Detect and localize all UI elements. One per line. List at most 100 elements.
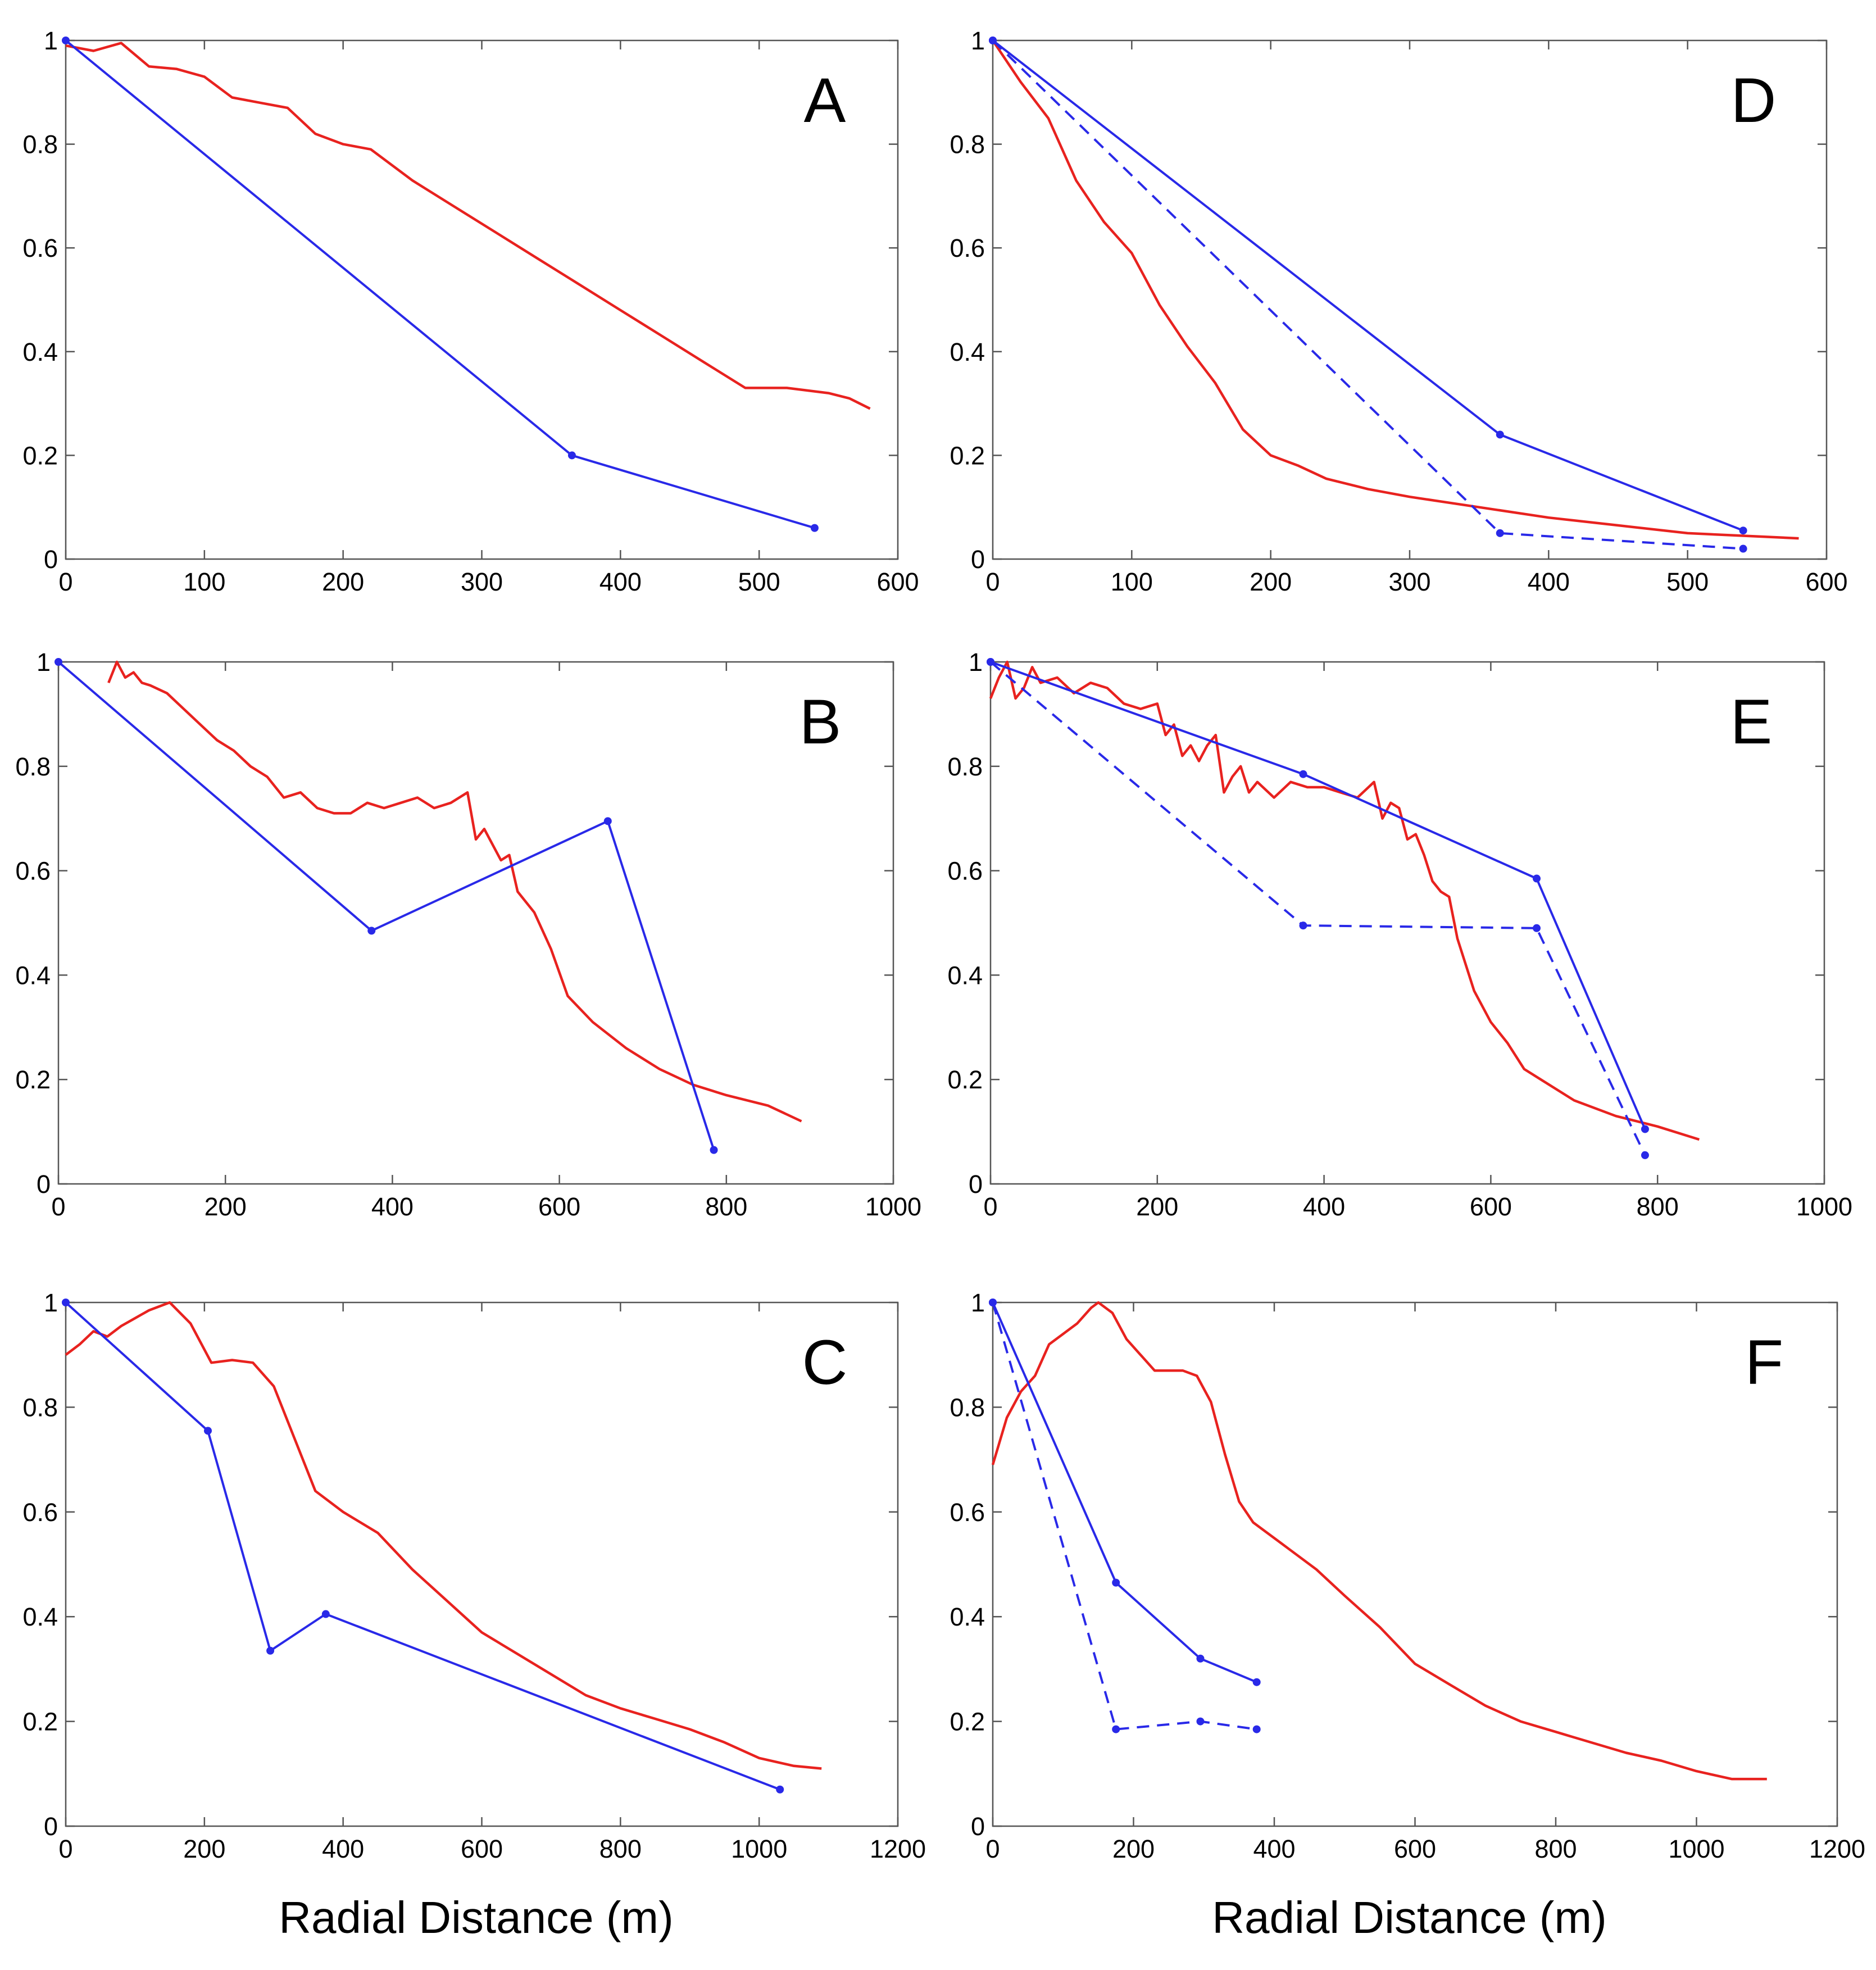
blue-solid-marker	[54, 658, 62, 666]
blue-solid-marker	[367, 927, 376, 935]
y-tick-label: 1	[971, 1288, 985, 1317]
x-tick-label: 800	[705, 1192, 747, 1221]
blue-solid-marker	[603, 817, 612, 825]
blue-dashed-marker	[1739, 544, 1747, 553]
blue-solid-line	[990, 661, 1646, 1130]
panel-label: D	[1731, 65, 1777, 135]
red-profile-line	[107, 660, 802, 1123]
x-tick-label: 200	[205, 1192, 247, 1221]
x-tick-label: 400	[1303, 1192, 1345, 1221]
y-tick-label: 1	[44, 26, 58, 55]
blue-dashed-line	[992, 1302, 1257, 1731]
red-profile-line	[65, 42, 871, 410]
x-tick-label: 500	[738, 568, 780, 596]
blue-solid-marker	[1533, 874, 1541, 883]
blue-dashed-marker	[989, 37, 997, 44]
x-tick-label: 200	[322, 568, 364, 596]
x-tick-label: 200	[1250, 568, 1292, 596]
x-tick-label: 100	[1111, 568, 1153, 596]
y-tick-label: 0.2	[947, 1065, 983, 1094]
plot-frame	[65, 39, 899, 560]
y-tick-label: 0.6	[15, 857, 51, 886]
panel-d: 0 100 200 300 400 500 600 0 0.2 0.4 0.6 0.8 1 D	[950, 26, 1847, 596]
blue-solid-marker	[1112, 1578, 1120, 1587]
panel-a: 0 100 200 300 400 500 600 0 0.2 0.4 0.6 0.8 1 A	[22, 26, 919, 596]
y-tick-label: 0	[44, 545, 58, 574]
y-tick-label: 0.8	[22, 130, 58, 159]
blue-solid-marker	[1252, 1678, 1261, 1686]
blue-solid-marker	[1196, 1654, 1205, 1663]
y-tick-label: 0.8	[22, 1393, 58, 1422]
blue-dashed-marker	[1252, 1725, 1261, 1733]
y-tick-label: 0	[969, 1170, 983, 1199]
y-tick-label: 0.2	[15, 1065, 51, 1094]
y-tick-label: 0.6	[22, 1498, 58, 1527]
x-tick-label: 400	[1528, 568, 1570, 596]
x-tick-label: 600	[538, 1192, 580, 1221]
x-tick-label: 400	[371, 1192, 414, 1221]
y-tick-label: 0.4	[22, 1603, 58, 1631]
panel-label: C	[802, 1327, 848, 1397]
x-tick-label: 1000	[1668, 1835, 1724, 1863]
panel-b: 0 200 400 600 800 1000 0 0.2 0.4 0.6 0.8 1 B	[15, 648, 921, 1221]
y-tick-label: 0.8	[947, 752, 983, 781]
y-tick-label: 0	[44, 1812, 58, 1841]
plot-frame	[989, 661, 1825, 1185]
y-tick-label: 0.4	[950, 1603, 985, 1631]
blue-dashed-marker	[989, 1299, 997, 1306]
x-tick-label: 800	[1637, 1192, 1679, 1221]
plot-frame	[992, 39, 1828, 560]
y-tick-label: 0.6	[950, 234, 985, 262]
x-tick-label: 400	[1253, 1835, 1295, 1863]
x-tick-label: 0	[985, 568, 1000, 596]
blue-solid-marker	[1496, 430, 1504, 439]
x-tick-label: 1000	[1796, 1192, 1852, 1221]
y-tick-label: 0.4	[22, 338, 58, 366]
panel-label: B	[800, 687, 842, 757]
x-tick-label: 0	[58, 568, 72, 596]
x-tick-label: 400	[322, 1835, 364, 1863]
y-tick-label: 0.8	[950, 1393, 985, 1422]
blue-solid-line	[57, 661, 715, 1151]
x-tick-label: 400	[599, 568, 642, 596]
red-profile-line	[992, 39, 1799, 540]
x-tick-label: 600	[1470, 1192, 1512, 1221]
red-profile-line	[65, 1301, 822, 1770]
x-tick-label: 0	[58, 1835, 72, 1863]
x-tick-label: 1200	[1809, 1835, 1865, 1863]
plot-frame	[57, 661, 894, 1185]
panel-label: F	[1745, 1327, 1783, 1397]
blue-dashed-marker	[1196, 1717, 1205, 1726]
red-profile-line	[989, 660, 1700, 1141]
blue-solid-line	[992, 1302, 1257, 1683]
blue-solid-marker	[810, 524, 819, 532]
x-tick-label: 0	[985, 1835, 1000, 1863]
blue-solid-marker	[776, 1785, 784, 1794]
x-tick-label: 800	[1534, 1835, 1577, 1863]
x-tick-label: 600	[876, 568, 919, 596]
y-tick-label: 1	[44, 1288, 58, 1317]
plot-frame	[65, 1301, 899, 1827]
y-tick-label: 0.2	[950, 1708, 985, 1736]
y-tick-label: 0.8	[950, 130, 985, 159]
blue-solid-marker	[321, 1610, 330, 1618]
y-tick-label: 0.2	[950, 441, 985, 470]
y-tick-label: 0.2	[22, 441, 58, 470]
panel-c: 0 200 400 600 800 1000 1200 0 0.2 0.4 0.6 0.8 1 C Radi…	[22, 1288, 926, 1942]
blue-solid-marker	[62, 37, 70, 44]
blue-dashed-marker	[1641, 1151, 1649, 1159]
blue-dashed-marker	[1496, 529, 1504, 537]
panel-label: A	[804, 65, 846, 135]
y-tick-label: 0.4	[947, 961, 983, 989]
y-tick-label: 1	[969, 648, 983, 677]
x-tick-label: 600	[1805, 568, 1847, 596]
panel-f: 0 200 400 600 800 1000 1200 0 0.2 0.4 0.6 0.8 1 F Radi…	[950, 1288, 1865, 1942]
blue-dashed-line	[989, 661, 1646, 1156]
x-tick-label: 0	[51, 1192, 65, 1221]
y-tick-label: 0	[971, 1812, 985, 1841]
blue-dashed-marker	[1112, 1725, 1120, 1733]
y-tick-label: 0.4	[15, 961, 51, 989]
x-axis-label: Radial Distance (m)	[279, 1892, 673, 1942]
x-tick-label: 500	[1666, 568, 1709, 596]
